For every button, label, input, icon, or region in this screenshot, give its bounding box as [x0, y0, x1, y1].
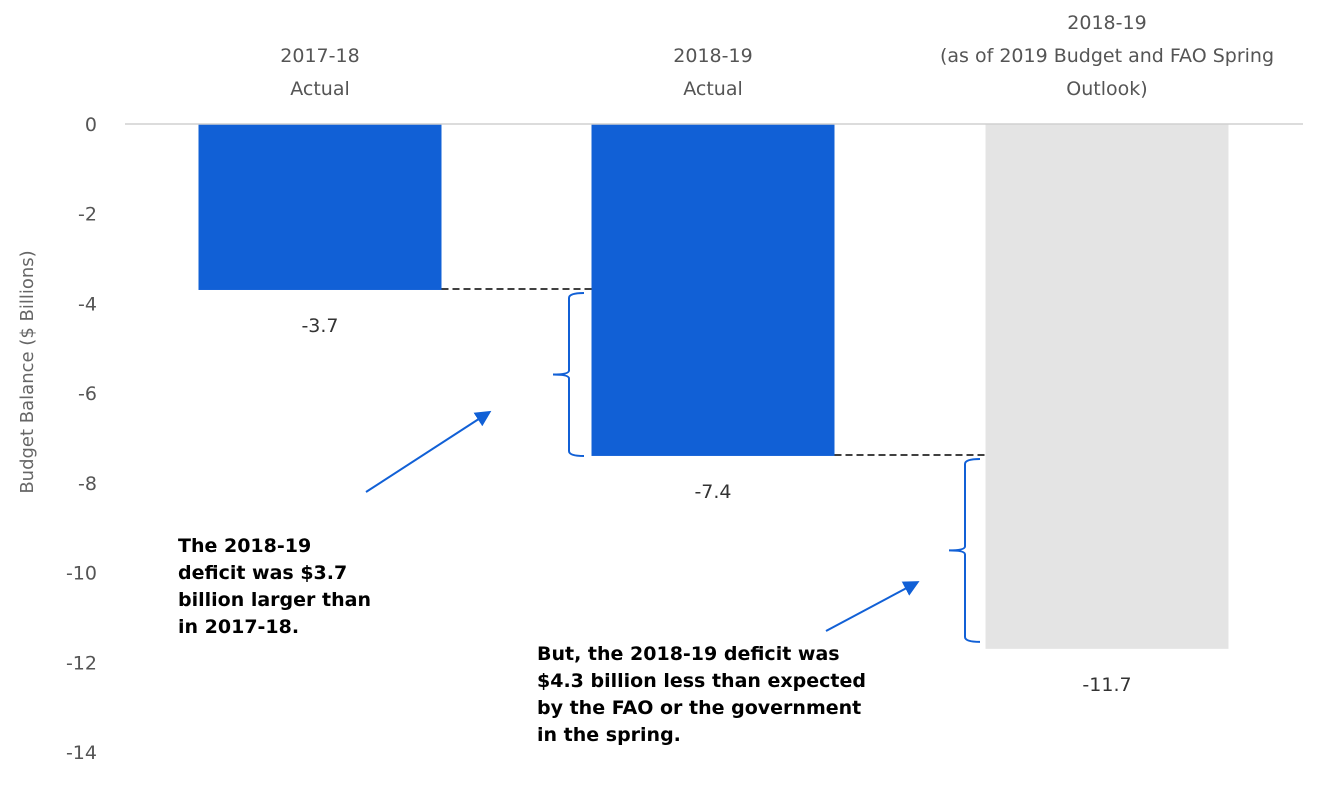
y-tick-label: -2	[78, 204, 97, 226]
arrow-icon	[365, 410, 492, 493]
y-tick-label: -10	[66, 563, 97, 585]
y-axis-label: Budget Balance ($ Billions)	[17, 250, 38, 493]
category-label: (as of 2019 Budget and FAO Spring	[940, 45, 1274, 67]
y-tick-label: -12	[66, 652, 97, 674]
annotation-line: The 2018-19	[178, 535, 312, 557]
category-label: Outlook)	[1066, 78, 1147, 100]
y-tick-label: -6	[78, 383, 97, 405]
y-tick-label: 0	[85, 114, 97, 136]
data-label: -3.7	[301, 315, 338, 337]
y-tick-label: -4	[78, 293, 97, 315]
annotation-line: deficit was $3.7	[178, 562, 348, 584]
category-label: 2017-18	[280, 45, 359, 67]
category-label: Actual	[683, 78, 743, 100]
brace-icon	[552, 291, 585, 457]
bar	[985, 124, 1229, 649]
y-tick-label: -8	[78, 473, 97, 495]
arrow-icon	[825, 581, 920, 632]
category-label: 2018-19	[673, 45, 752, 67]
annotation-line: by the FAO or the government	[537, 697, 862, 719]
annotation-line: But, the 2018-19 deficit was	[537, 643, 840, 665]
bar	[591, 124, 835, 456]
brace-icon	[948, 457, 981, 643]
annotation-line: in 2017-18.	[178, 616, 300, 638]
category-label: 2018-19	[1067, 12, 1146, 34]
data-label: -7.4	[694, 481, 731, 503]
annotation-line: $4.3 billion less than expected	[537, 670, 867, 692]
y-tick-label: -14	[66, 742, 97, 764]
annotation-less-than-expected: But, the 2018-19 deficit was $4.3 billio…	[537, 641, 866, 749]
category-label: Actual	[290, 78, 350, 100]
bar	[198, 124, 442, 290]
annotation-line: billion larger than	[178, 589, 371, 611]
annotation-line: in the spring.	[537, 724, 681, 746]
annotation-larger-deficit: The 2018-19 deficit was $3.7 billion lar…	[178, 533, 371, 641]
data-label: -11.7	[1082, 674, 1131, 696]
